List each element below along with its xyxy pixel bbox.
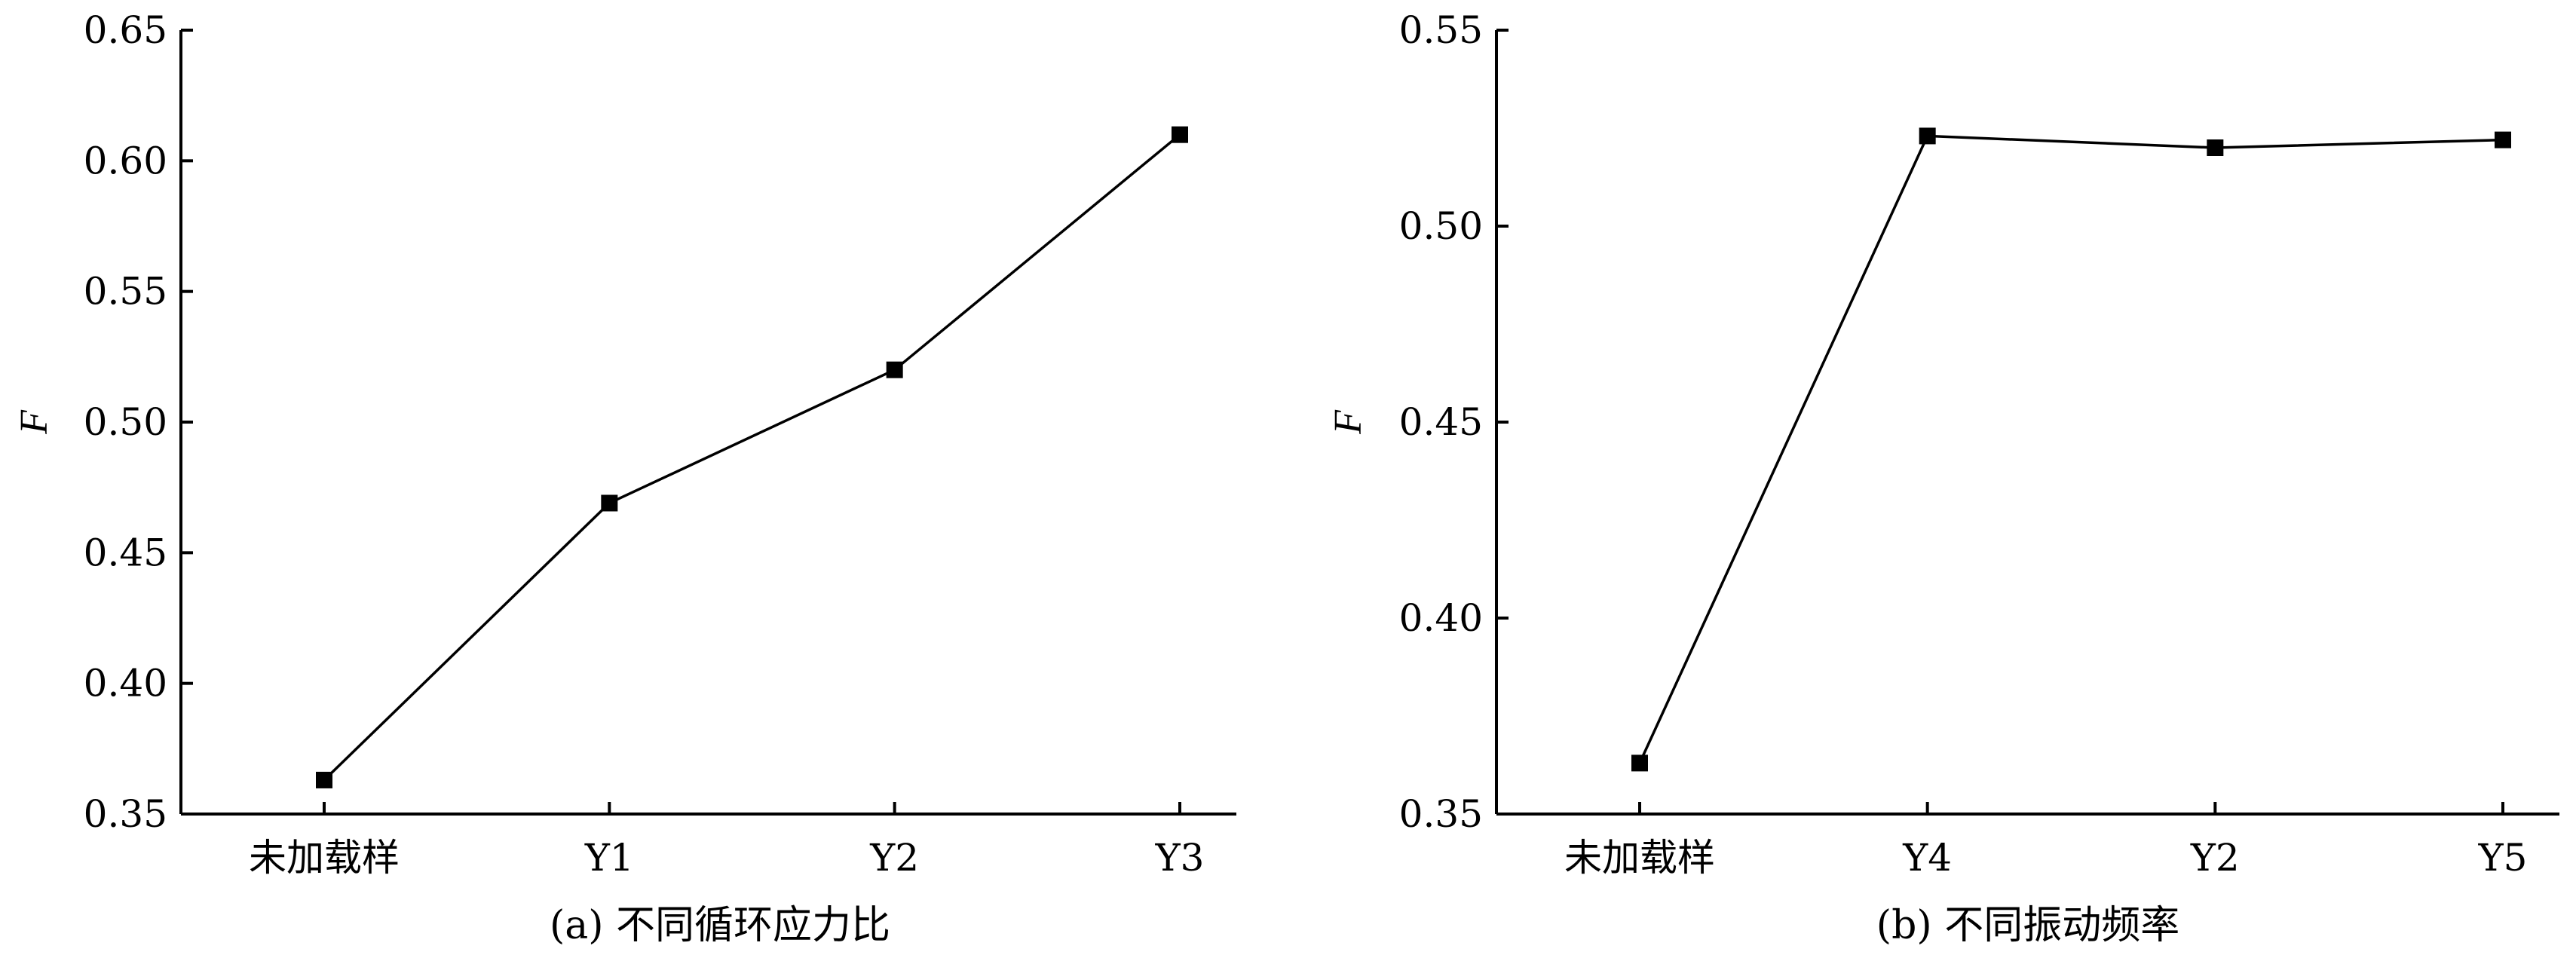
y-tick-label: 0.60	[84, 139, 167, 182]
series-line	[1638, 134, 2504, 764]
x-tick-label: 未加载样	[1564, 836, 1715, 880]
y-tick-label: 0.35	[84, 792, 167, 836]
y-tick-label: 0.55	[84, 270, 167, 314]
series-line	[323, 133, 1181, 782]
y-tick-label: 0.35	[1399, 792, 1483, 836]
data-point-marker	[1172, 126, 1188, 143]
x-tick-label: 未加载样	[249, 836, 400, 880]
y-tick-label: 0.45	[1399, 400, 1483, 444]
data-point-marker	[2495, 131, 2511, 148]
panel-caption: (a) 不同循环应力比	[550, 903, 890, 948]
chart-panel-a: 0.35 0.40 0.45 0.50 0.55 0.60 0.65 未加载样 Y1 Y2 Y3 F (…	[13, 8, 1236, 948]
x-tick-label: Y5	[2478, 836, 2528, 880]
data-point-marker	[2207, 139, 2224, 156]
x-tick-label: Y4	[1902, 836, 1952, 880]
data-point-marker	[316, 771, 332, 788]
chart-panel-b: 0.35 0.40 0.45 0.50 0.55 未加载样 Y4 Y2 Y5 F (b) 不同振动频…	[1327, 8, 2559, 948]
y-tick-label: 0.40	[84, 662, 167, 705]
y-axis-title: F	[1327, 409, 1370, 435]
y-tick-label: 0.65	[84, 8, 167, 52]
data-point-marker	[601, 494, 618, 512]
x-tick-label: Y3	[1155, 836, 1205, 880]
data-point-marker	[1919, 127, 1936, 145]
x-tick-label: Y2	[869, 836, 919, 880]
y-tick-label: 0.45	[84, 531, 167, 574]
x-tick-label: Y2	[2190, 836, 2240, 880]
y-axis-title: F	[13, 409, 56, 435]
data-point-marker	[1631, 754, 1648, 772]
panel-caption: (b) 不同振动频率	[1876, 903, 2179, 948]
x-tick-label: Y1	[584, 836, 634, 880]
y-tick-label: 0.50	[1399, 204, 1483, 248]
data-point-marker	[886, 361, 903, 378]
y-tick-label: 0.50	[84, 400, 167, 444]
y-tick-label: 0.55	[1399, 8, 1483, 52]
y-tick-label: 0.40	[1399, 596, 1483, 640]
